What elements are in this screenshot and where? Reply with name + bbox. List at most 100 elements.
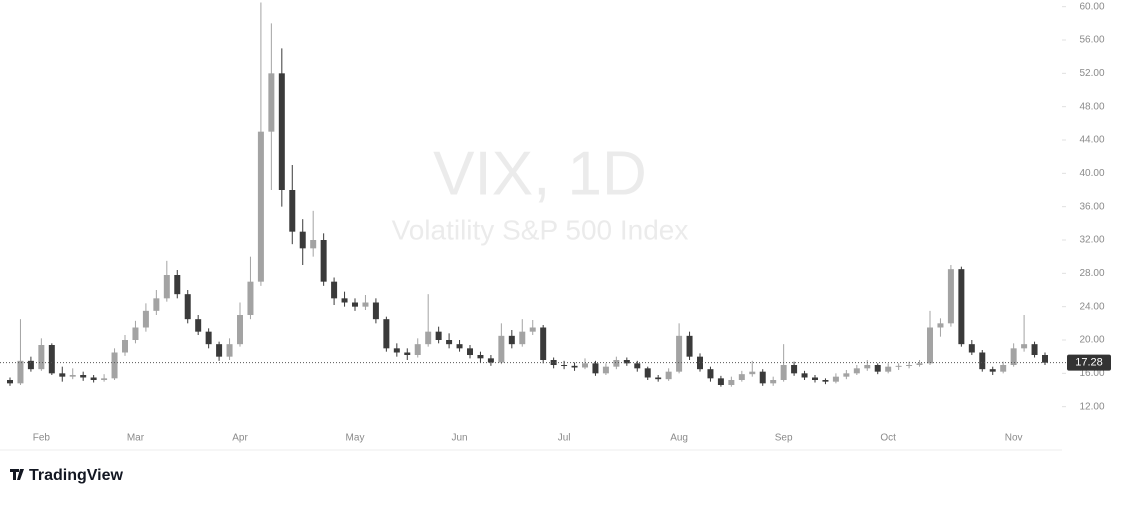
logo-text: TradingView [29, 467, 124, 484]
candle-body [1021, 344, 1028, 349]
y-tick-label: 12.00 [1079, 401, 1104, 412]
candle-body [90, 377, 97, 380]
watermark-subtitle: Volatility S&P 500 Index [392, 214, 689, 245]
candle-body [48, 345, 55, 374]
x-tick-label: Apr [232, 433, 248, 444]
candle-body [812, 377, 818, 380]
y-tick-label: 52.00 [1079, 68, 1104, 79]
y-tick-label: 60.00 [1079, 1, 1104, 12]
candle-body [822, 380, 829, 382]
candle-body [843, 373, 850, 377]
y-tick-label: 56.00 [1079, 35, 1104, 46]
candle-body [665, 371, 672, 380]
candle-body [477, 355, 484, 359]
candle-body [27, 360, 34, 370]
candle-body [237, 315, 243, 345]
candle-body [341, 298, 348, 303]
candle-body [1031, 344, 1038, 355]
candle-body [174, 275, 181, 295]
candle-body [759, 371, 766, 384]
candle-body [69, 375, 76, 377]
candle-body [885, 366, 892, 372]
candle-body [655, 377, 662, 380]
last-price-box [1067, 354, 1111, 371]
candle-body [111, 352, 118, 379]
x-tick-label: May [346, 433, 365, 444]
candle-body [927, 327, 933, 364]
candle-body [310, 240, 317, 249]
candle-body [529, 327, 536, 332]
candle-body [414, 344, 421, 355]
candle-body [331, 281, 338, 299]
candle-body [780, 365, 787, 380]
candle-body [864, 365, 871, 369]
candle-body [404, 352, 411, 355]
candle-body [372, 302, 379, 320]
x-tick-label: Mar [127, 433, 145, 444]
candle-body [247, 281, 254, 315]
y-tick-label: 28.00 [1079, 268, 1104, 279]
candle-body [749, 371, 756, 375]
candle-body [216, 344, 223, 357]
candle-body [467, 348, 473, 355]
candle-body [540, 327, 547, 360]
watermark-title: VIX, 1D [433, 139, 647, 208]
candle-body [498, 335, 505, 363]
x-tick-label: Sep [775, 433, 793, 444]
plot-area [0, 0, 1062, 450]
candle-body [728, 380, 735, 385]
candle-body [352, 302, 358, 307]
candle-body [383, 319, 390, 349]
candle-body [550, 360, 557, 365]
candle-body [853, 368, 860, 374]
candle-body [226, 344, 233, 357]
candle-body [1000, 365, 1007, 372]
candle-body [519, 331, 526, 345]
candle-body [874, 365, 881, 372]
y-tick-label: 32.00 [1079, 235, 1104, 246]
candle-body [446, 340, 453, 345]
candle-body [142, 310, 149, 328]
candle-body [832, 376, 839, 382]
candle-body [738, 374, 745, 380]
candle-body [979, 352, 986, 370]
candle-body [393, 348, 400, 353]
candle-body [602, 366, 609, 374]
candle-body [362, 302, 369, 307]
candle-body [132, 327, 139, 340]
candle-body [947, 269, 954, 324]
candle-body [676, 335, 683, 372]
candle-body [320, 240, 327, 282]
x-tick-label: Aug [670, 433, 688, 444]
y-tick-label: 40.00 [1079, 168, 1104, 179]
x-tick-label: Feb [33, 433, 51, 444]
candle-body [268, 73, 275, 132]
candle-body [59, 373, 66, 377]
candle-body [425, 331, 432, 345]
candle-body [582, 363, 588, 368]
logo[interactable]: TradingView [10, 467, 124, 484]
y-tick-label: 44.00 [1079, 135, 1104, 146]
candle-body [17, 360, 24, 384]
candle-body [487, 358, 494, 363]
candle-body [561, 365, 568, 366]
x-tick-label: Oct [880, 433, 896, 444]
candle-body [644, 368, 651, 378]
last-price-label: 17.28 [1075, 357, 1103, 369]
y-tick-label: 24.00 [1079, 301, 1104, 312]
candle-body [80, 375, 87, 378]
candle-body [989, 369, 996, 372]
candle-body [686, 335, 693, 357]
candle-body [456, 344, 463, 349]
candle-body [184, 294, 191, 320]
candle-body [623, 360, 630, 364]
candle-body [571, 365, 578, 368]
candle-body [257, 131, 264, 282]
y-tick-label: 16.00 [1079, 368, 1104, 379]
candle-body [153, 298, 160, 311]
x-tick-label: Jul [558, 433, 571, 444]
candle-body [289, 190, 296, 232]
candle-body [937, 323, 944, 328]
y-tick-label: 36.00 [1079, 201, 1104, 212]
